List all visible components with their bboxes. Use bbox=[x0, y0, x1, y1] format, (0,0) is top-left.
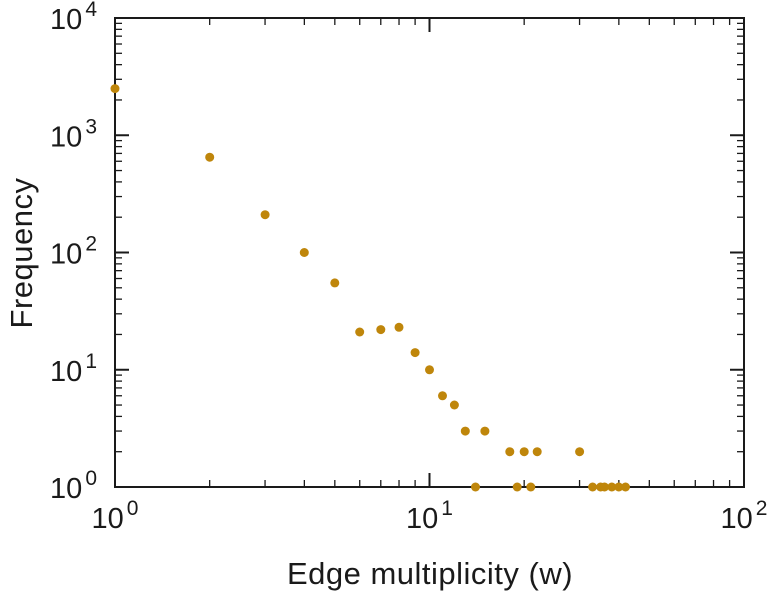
data-point bbox=[460, 426, 470, 436]
y-tick-label: 10 4 bbox=[50, 0, 97, 36]
data-point bbox=[110, 84, 120, 94]
x-tick-label: 10 0 bbox=[92, 497, 139, 535]
data-point bbox=[614, 482, 624, 492]
data-point bbox=[526, 482, 536, 492]
data-point bbox=[600, 482, 609, 492]
data-point bbox=[471, 482, 480, 492]
x-tick-label: 10 1 bbox=[406, 497, 453, 535]
data-point bbox=[480, 426, 490, 436]
data-point bbox=[330, 278, 340, 288]
data-point bbox=[410, 348, 420, 358]
data-point bbox=[376, 325, 386, 335]
y-tick-label: 10 3 bbox=[50, 115, 97, 153]
data-point bbox=[519, 447, 529, 457]
y-tick-label: 10 0 bbox=[50, 467, 97, 505]
data-point bbox=[607, 482, 617, 492]
y-tick-label: 10 1 bbox=[50, 350, 97, 388]
x-axis-title: Edge multiplicity (w) bbox=[286, 556, 574, 591]
data-point bbox=[621, 482, 630, 492]
data-point bbox=[205, 152, 215, 162]
data-point bbox=[299, 248, 309, 257]
data-point bbox=[355, 327, 365, 337]
data-point bbox=[260, 210, 270, 220]
data-point bbox=[512, 482, 522, 492]
plot-frame bbox=[114, 17, 745, 488]
data-point bbox=[425, 365, 434, 375]
data-point bbox=[532, 447, 542, 457]
data-point bbox=[588, 482, 598, 492]
x-tick-label: 10 2 bbox=[721, 497, 768, 535]
data-point bbox=[505, 447, 515, 457]
y-axis-title: Frequency bbox=[4, 177, 39, 329]
y-tick-label: 10 2 bbox=[50, 233, 97, 271]
data-point bbox=[438, 391, 447, 401]
data-point bbox=[394, 322, 404, 332]
data-point bbox=[449, 400, 459, 410]
data-point bbox=[575, 447, 585, 457]
